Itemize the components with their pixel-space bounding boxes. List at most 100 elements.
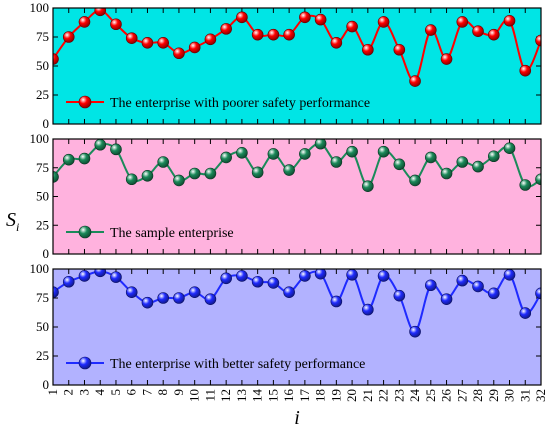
- data-point: [267, 148, 280, 160]
- legend-marker: [78, 225, 92, 239]
- x-tick-label: 16: [281, 389, 296, 403]
- x-tick-label: 12: [218, 389, 233, 402]
- x-tick-label: 13: [234, 389, 249, 402]
- data-point: [314, 139, 327, 150]
- y-tick-label: 75: [36, 160, 49, 175]
- data-point: [346, 145, 358, 158]
- data-point: [220, 23, 232, 35]
- y-axis-title-subscript: i: [16, 220, 19, 234]
- y-tick-label: 75: [36, 290, 49, 305]
- legend: The sample enterprise: [66, 225, 234, 241]
- data-point: [393, 158, 406, 171]
- data-point: [62, 153, 75, 166]
- panel-frame: [52, 7, 542, 125]
- data-point: [267, 277, 280, 289]
- data-point: [53, 286, 59, 298]
- data-point: [53, 171, 59, 183]
- x-tick-label: 23: [391, 389, 406, 402]
- x-tick-label: 27: [454, 389, 469, 403]
- data-point: [456, 274, 469, 287]
- data-point: [503, 142, 516, 154]
- data-point: [62, 275, 75, 288]
- data-point: [173, 47, 185, 60]
- y-axis-title-main: S: [6, 209, 16, 231]
- y-tick-label: 100: [30, 0, 50, 15]
- data-point: [487, 287, 500, 300]
- data-point: [503, 269, 516, 281]
- legend-label: The sample enterprise: [110, 226, 234, 241]
- y-tick-label: 25: [36, 348, 49, 363]
- data-point: [125, 173, 138, 186]
- data-point: [141, 296, 154, 309]
- legend-marker: [78, 356, 92, 370]
- y-tick-label: 0: [43, 377, 50, 392]
- legend: The enterprise with poorer safety perfor…: [66, 95, 370, 111]
- data-point: [173, 292, 185, 304]
- data-point: [157, 36, 169, 49]
- data-point: [425, 151, 437, 164]
- legend-label: The enterprise with better safety perfor…: [110, 357, 365, 372]
- data-point: [472, 25, 484, 38]
- x-tick-label: 19: [328, 389, 343, 402]
- x-tick-label: 24: [407, 389, 422, 403]
- x-tick-label: 11: [202, 389, 217, 402]
- x-tick-label: 31: [517, 389, 532, 402]
- data-point: [204, 167, 217, 180]
- data-point: [314, 13, 327, 26]
- data-point: [141, 170, 154, 182]
- data-point: [251, 28, 264, 41]
- legend-label: The enterprise with poorer safety perfor…: [110, 96, 370, 111]
- data-point: [472, 280, 484, 293]
- y-tick-label: 0: [43, 246, 50, 261]
- data-point: [330, 156, 343, 168]
- data-point: [362, 303, 374, 316]
- data-point: [314, 269, 327, 280]
- y-tick-label: 25: [36, 217, 49, 232]
- data-point: [220, 151, 232, 164]
- x-tick-label: 8: [155, 389, 170, 396]
- data-point: [125, 286, 138, 299]
- y-tick-label: 100: [30, 131, 50, 146]
- x-tick-label: 20: [344, 389, 359, 402]
- panel-3: 0 25 50 75 100 The enterprise with better saf…: [30, 261, 542, 392]
- data-point: [125, 32, 138, 44]
- data-point: [487, 28, 500, 41]
- panel-frame: [52, 268, 542, 386]
- data-point: [362, 43, 374, 56]
- y-tick-label: 25: [36, 87, 49, 102]
- data-point: [157, 156, 169, 168]
- y-tick-label: 50: [36, 319, 49, 334]
- data-point: [110, 143, 122, 156]
- data-point: [472, 160, 484, 173]
- y-tick-label: 50: [36, 58, 49, 73]
- x-axis-title: i: [294, 407, 300, 429]
- x-tick-label: 25: [423, 389, 438, 402]
- x-tick-label: 21: [360, 389, 375, 402]
- data-point: [393, 289, 406, 302]
- data-point: [53, 53, 59, 65]
- data-point: [535, 287, 541, 300]
- data-point: [299, 270, 311, 282]
- data-point: [535, 173, 541, 186]
- data-point: [519, 179, 532, 191]
- data-point: [78, 152, 91, 165]
- data-point: [94, 269, 107, 278]
- data-point: [283, 286, 295, 299]
- data-point: [440, 167, 453, 180]
- panel-frame: [52, 138, 542, 255]
- data-point: [299, 148, 311, 160]
- x-tick-label: 5: [108, 389, 123, 396]
- data-point: [362, 180, 374, 192]
- data-point: [236, 270, 248, 282]
- data-point: [377, 145, 390, 158]
- chart-panels: 0 25 50 75 100 The enterprise with poorer saf…: [30, 0, 542, 392]
- data-point: [94, 8, 107, 17]
- x-tick-label: 26: [439, 389, 454, 403]
- data-point: [503, 14, 516, 27]
- data-point: [519, 64, 532, 77]
- data-point: [377, 270, 390, 282]
- data-point: [409, 75, 421, 87]
- data-point: [425, 24, 437, 36]
- data-point: [251, 275, 264, 288]
- data-point: [519, 307, 532, 319]
